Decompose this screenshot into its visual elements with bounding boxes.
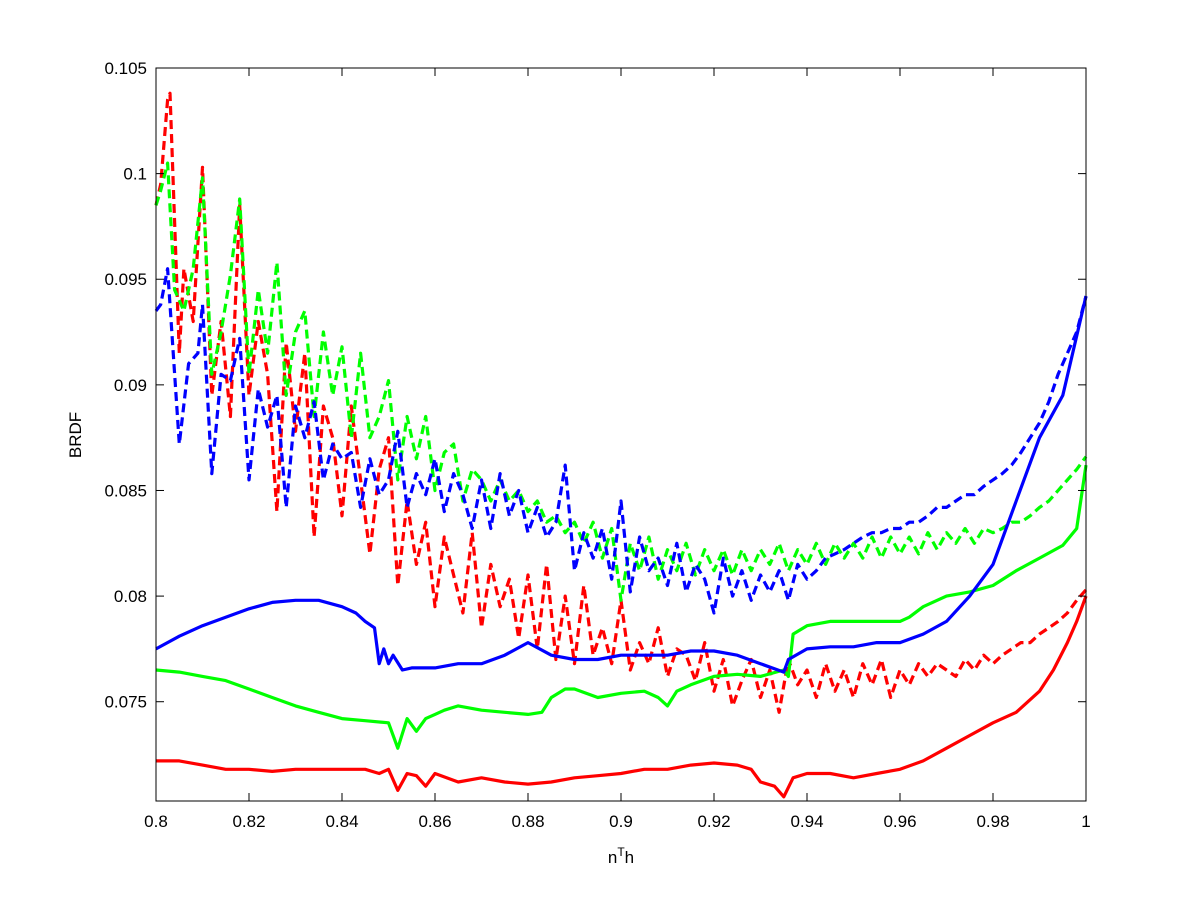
y-axis-label: BRDF [66, 412, 85, 458]
series-line-6 [155, 295, 1088, 674]
series-layer [154, 91, 1088, 799]
series-line-4 [156, 595, 1088, 799]
x-tick-label: 0.8 [144, 812, 168, 831]
series-line-5 [155, 464, 1088, 750]
plot-area [156, 68, 1086, 801]
series-line-3 [154, 267, 1088, 615]
y-tick-label: 0.095 [104, 270, 147, 289]
x-tick-label: 0.82 [232, 812, 265, 831]
y-tick-label: 0.085 [104, 481, 147, 500]
x-axis-label-superscript: T [617, 845, 625, 859]
series-line-2 [154, 161, 1088, 602]
y-tick-label: 0.09 [114, 376, 147, 395]
x-tick-label: 0.94 [790, 812, 823, 831]
x-tick-label: 0.98 [976, 812, 1009, 831]
x-tick-label: 0.96 [883, 812, 916, 831]
x-axis-label: nTh [608, 845, 634, 867]
x-axis-label-suffix: h [625, 848, 634, 867]
y-tick-label: 0.1 [123, 165, 147, 184]
x-tick-label: 1 [1081, 812, 1090, 831]
x-tick-label: 0.88 [511, 812, 544, 831]
x-axis-label-base: n [608, 848, 617, 867]
x-tick-label: 0.84 [325, 812, 358, 831]
series-line-1 [154, 91, 1088, 714]
x-tick-label: 0.86 [418, 812, 451, 831]
y-tick-label: 0.105 [104, 59, 147, 78]
y-tick-label: 0.08 [114, 587, 147, 606]
x-tick-label: 0.92 [697, 812, 730, 831]
y-axis: 0.075 0.08 0.085 0.09 0.095 0.1 0.105 [104, 59, 1086, 712]
x-axis: 0.8 0.82 0.84 0.86 0.88 0.9 0.92 0.94 0.96 0.98 1 [144, 68, 1091, 831]
x-tick-label: 0.9 [609, 812, 633, 831]
y-tick-label: 0.075 [104, 693, 147, 712]
